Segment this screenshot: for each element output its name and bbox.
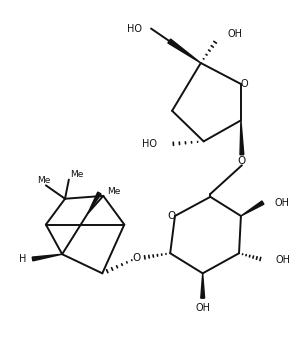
Text: O: O: [241, 79, 249, 89]
Text: O: O: [238, 155, 246, 166]
Text: Me: Me: [70, 170, 83, 179]
Text: O: O: [133, 253, 141, 263]
Text: HO: HO: [126, 24, 142, 34]
Text: OH: OH: [195, 303, 210, 313]
Text: Me: Me: [37, 176, 51, 185]
Text: Me: Me: [107, 187, 120, 196]
Polygon shape: [168, 39, 201, 63]
Polygon shape: [32, 254, 62, 261]
Text: H: H: [19, 254, 27, 264]
Polygon shape: [240, 120, 244, 155]
Polygon shape: [201, 273, 205, 298]
Text: O: O: [167, 211, 175, 221]
Polygon shape: [241, 201, 264, 216]
Text: OH: OH: [228, 29, 242, 39]
Text: OH: OH: [275, 255, 290, 265]
Text: HO: HO: [142, 139, 157, 149]
Polygon shape: [88, 192, 101, 213]
Text: OH: OH: [274, 198, 289, 208]
